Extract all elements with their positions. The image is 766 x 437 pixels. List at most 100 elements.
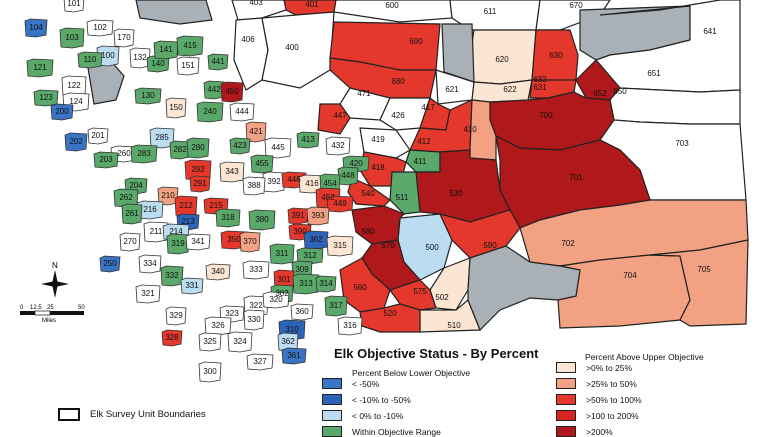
unit-label-502: 502 [435,293,449,302]
unit-341 [185,233,211,251]
unit-415 [176,35,204,57]
unit-label-580: 580 [361,227,375,236]
unit-label-441: 441 [211,57,225,66]
unit-label-455: 455 [255,159,269,168]
unit-label-700: 700 [539,111,553,120]
unit-label-314: 314 [319,279,333,288]
unit-360 [290,303,314,321]
unit-370 [239,231,261,253]
legend-above-item-0: >0% to 25% [556,362,632,373]
legend-below-item-3: Within Objective Range [322,426,441,437]
scale-unit: Miles [42,318,56,324]
boundary-label: Elk Survey Unit Boundaries [90,409,206,420]
unit-label-370: 370 [243,237,257,246]
unit-label-400: 400 [285,43,299,52]
unit-label-403: 403 [249,0,263,7]
unit-label-104: 104 [29,23,43,32]
unit-label-319: 319 [171,239,185,248]
unit-325 [198,332,222,352]
unit-label-311: 311 [276,249,289,258]
unit-203 [93,151,119,169]
unit-label-432: 432 [331,141,345,150]
unit-704 [557,254,691,329]
unit-label-202: 202 [69,137,83,146]
scale-bar: 0 12.5 25 50 Miles [18,302,88,326]
unit-324 [227,331,253,353]
legend-below-swatch-2 [322,410,342,421]
unit-300 [198,361,222,383]
unit-441 [207,53,229,71]
unit-label-313: 313 [299,279,313,288]
legend-above-item-3: >100 to 200% [556,410,639,421]
unit-280 [186,137,210,159]
unit-170 [113,28,135,48]
unit-label-300: 300 [203,367,217,376]
unit-label-449: 449 [333,199,347,208]
unit-label-122: 122 [67,81,81,90]
unit-label-702: 702 [561,239,575,248]
compass-rose: N [38,260,72,305]
unit-label-100: 100 [101,51,115,60]
unit-label-150: 150 [169,103,183,112]
unit-label-411: 411 [414,157,427,166]
unit-label-401: 401 [305,0,319,9]
unit-label-391: 391 [291,211,305,220]
unit-label-670: 670 [569,1,583,10]
legend-below-swatch-3 [322,426,342,437]
unit-label-301: 301 [277,275,291,284]
unit-455 [250,154,274,174]
unit-212 [174,195,198,217]
unit-label-530: 530 [449,189,463,198]
unit-130 [134,87,162,105]
unit-419 [359,127,411,159]
unit-283 [130,144,158,164]
unit-label-320: 320 [269,295,283,304]
unit-380 [248,209,276,231]
boundary-swatch [58,408,80,421]
unit-label-140: 140 [151,59,165,68]
unit-label-446: 446 [287,175,301,184]
unit-label-540: 540 [361,189,375,198]
compass-graphic: N [41,261,69,298]
legend-below-item-2: < 0% to -10% [322,410,403,421]
unit-label-360: 360 [295,307,309,316]
unit-label-600: 600 [385,1,399,10]
unit-200 [50,103,74,121]
unit-label-575: 575 [413,287,427,296]
unit-333 [242,260,270,280]
scale-tick-0: 0 [20,305,24,311]
unit-label-413: 413 [301,135,315,144]
unit-label-621: 621 [445,85,459,94]
unit-label-701: 701 [569,173,583,182]
unit-label-426: 426 [391,111,405,120]
unit-label-650: 650 [613,87,627,96]
unit-450 [220,81,244,103]
scale-tick-3: 50 [78,305,85,311]
legend-above-item-1: >25% to 50% [556,378,637,389]
unit-label-651: 651 [647,69,661,78]
unit-label-570: 570 [381,241,395,250]
unit-label-324: 324 [233,337,247,346]
unit-320 [262,291,290,309]
unit-label-292: 292 [191,165,205,174]
unit-label-213: 213 [181,217,195,226]
unit-label-471: 471 [357,89,371,98]
unit-label-350: 350 [227,235,241,244]
unit-311 [269,243,295,265]
unit-label-123: 123 [39,93,53,102]
unit-361 [281,347,307,365]
scale-tick-1: 12.5 [30,305,42,311]
unit-label-511: 511 [396,193,409,202]
legend-above-item-2: >50% to 100% [556,394,642,405]
unit-413 [296,131,320,149]
gray-area-west-upper [135,0,213,25]
unit-590 [438,209,521,259]
legend-above-swatch-1 [556,378,576,389]
unit-label-309: 309 [295,265,309,274]
unit-314 [315,275,337,293]
unit-label-415: 415 [183,41,197,50]
unit-label-141: 141 [159,45,173,54]
unit-label-215: 215 [209,201,223,210]
legend-boundaries: Elk Survey Unit Boundaries [58,408,206,421]
